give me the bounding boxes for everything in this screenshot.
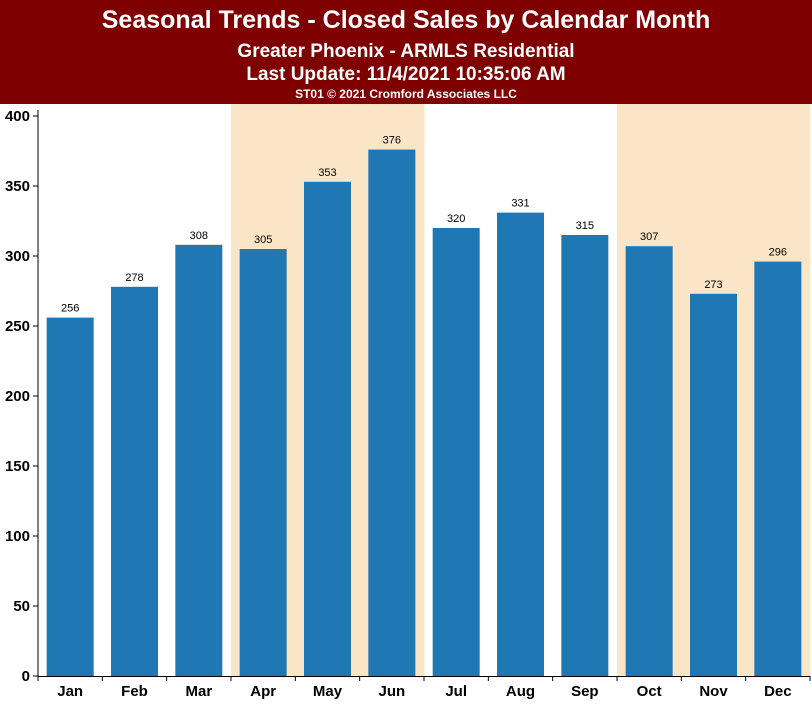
data-label-sep: 315 <box>576 220 594 232</box>
y-tick-label-250: 250 <box>5 318 30 335</box>
data-label-aug: 331 <box>511 198 529 210</box>
x-tick-label-aug: Aug <box>506 683 535 700</box>
x-tick-label-apr: Apr <box>250 683 276 700</box>
y-tick-label-350: 350 <box>5 178 30 195</box>
y-tick-label-150: 150 <box>5 458 30 475</box>
y-tick-label-400: 400 <box>5 108 30 125</box>
last-update: Last Update: 11/4/2021 10:35:06 AM <box>246 64 566 85</box>
chart-title: Seasonal Trends - Closed Sales by Calend… <box>101 6 711 34</box>
bar-may <box>304 181 351 677</box>
bar-jul <box>432 228 480 676</box>
y-tick-label-100: 100 <box>5 528 30 545</box>
bar-apr <box>239 249 287 676</box>
copyright: ST01 © 2021 Cromford Associates LLC <box>295 87 517 101</box>
bar-chart: 256 Jan 278 Feb 308 Mar 305 Apr 353 May 376 Jun 320 J… <box>5 104 811 700</box>
x-tick-label-oct: Oct <box>637 683 662 700</box>
x-tick-label-may: May <box>313 683 343 700</box>
y-tick-label-200: 200 <box>5 388 30 405</box>
data-label-dec: 296 <box>769 247 787 259</box>
data-label-jul: 320 <box>447 213 465 225</box>
bar-feb <box>111 286 158 676</box>
x-tick-label-jun: Jun <box>378 683 405 700</box>
data-label-jan: 256 <box>61 303 79 315</box>
data-label-apr: 305 <box>254 234 272 246</box>
x-tick-label-nov: Nov <box>699 683 728 700</box>
x-tick-label-sep: Sep <box>571 683 599 700</box>
x-tick-label-mar: Mar <box>185 683 212 700</box>
bar-aug <box>497 212 544 676</box>
y-tick-label-0: 0 <box>22 668 30 685</box>
data-label-may: 353 <box>318 167 336 179</box>
data-label-jun: 376 <box>383 135 401 147</box>
data-label-nov: 273 <box>704 279 722 291</box>
x-tick-label-feb: Feb <box>121 683 148 700</box>
x-tick-label-jul: Jul <box>445 683 467 700</box>
bar-oct <box>625 246 673 676</box>
x-tick-label-dec: Dec <box>764 683 792 700</box>
bar-sep <box>561 235 609 676</box>
x-tick-label-jan: Jan <box>57 683 83 700</box>
data-label-feb: 278 <box>125 272 143 284</box>
y-tick-label-50: 50 <box>13 598 30 615</box>
bar-mar <box>175 244 223 677</box>
bar-dec <box>754 261 802 676</box>
bar-jan <box>46 317 94 676</box>
data-label-mar: 308 <box>190 230 208 242</box>
bar-nov <box>690 293 737 676</box>
chart-subtitle: Greater Phoenix - ARMLS Residential <box>237 41 575 62</box>
y-tick-label-300: 300 <box>5 248 30 265</box>
bar-jun <box>368 149 416 677</box>
chart-header: Seasonal Trends - Closed Sales by Calend… <box>0 0 812 104</box>
data-label-oct: 307 <box>640 231 658 243</box>
